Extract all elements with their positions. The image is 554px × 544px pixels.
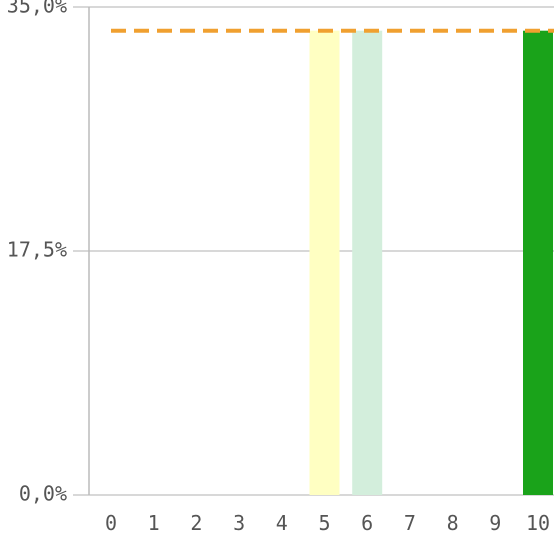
x-tick-label-2: 2 (190, 511, 202, 535)
x-tick-label-3: 3 (233, 511, 245, 535)
y-tick-label-1: 17,5% (7, 238, 67, 262)
bar-6 (352, 30, 383, 496)
x-tick-label-10: 10 (526, 511, 550, 535)
y-axis-tick-labels: 0,0% 17,5% 35,0% (7, 0, 67, 506)
y-tick-label-2: 35,0% (7, 0, 67, 18)
bar-5 (309, 30, 340, 496)
x-tick-label-1: 1 (148, 511, 160, 535)
x-tick-label-6: 6 (361, 511, 373, 535)
x-tick-label-9: 9 (489, 511, 501, 535)
x-axis-tick-labels: 0 1 2 3 4 5 6 7 8 9 10 (105, 511, 550, 535)
bars (309, 30, 553, 496)
x-tick-label-8: 8 (447, 511, 459, 535)
y-tick-label-0: 0,0% (19, 482, 67, 506)
x-tick-label-5: 5 (318, 511, 330, 535)
x-tick-label-0: 0 (105, 511, 117, 535)
bar-10 (523, 30, 553, 496)
x-tick-label-4: 4 (276, 511, 288, 535)
x-tick-label-7: 7 (404, 511, 416, 535)
